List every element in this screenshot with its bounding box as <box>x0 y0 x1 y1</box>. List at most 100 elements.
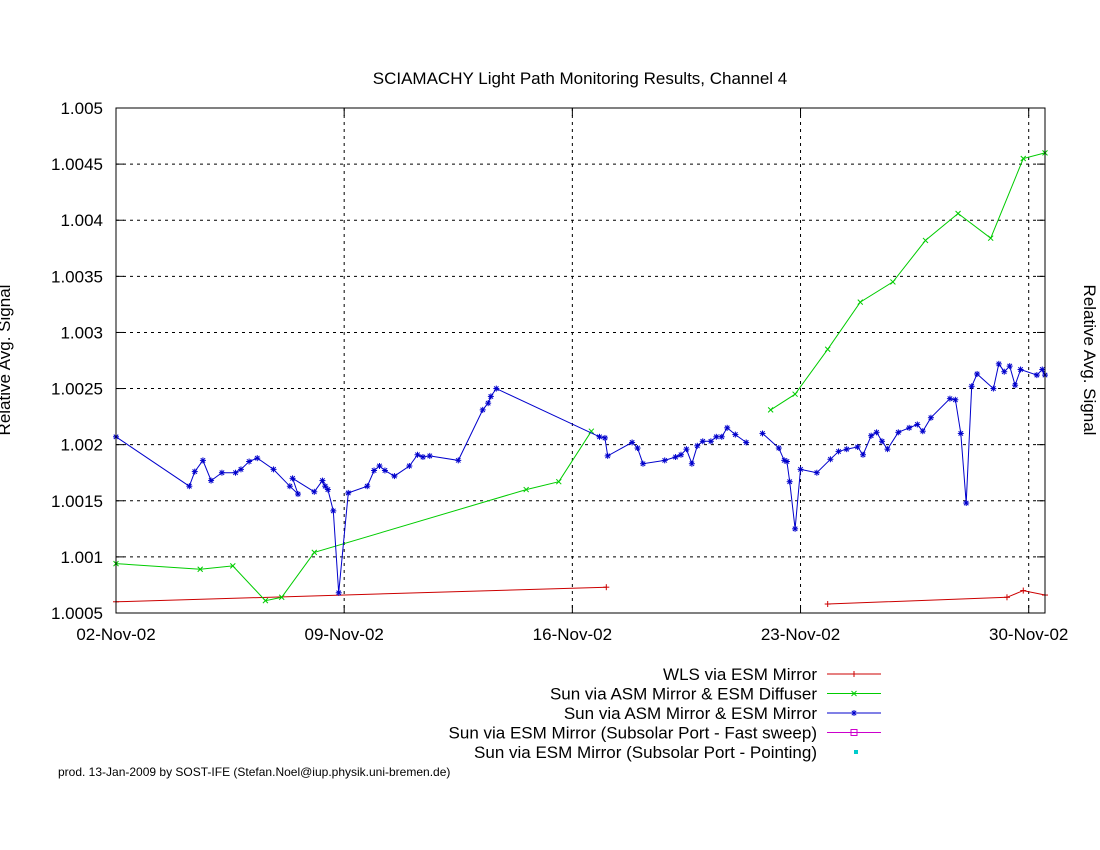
data-point <box>246 458 253 465</box>
legend-label: Sun via ASM Mirror & ESM Diffuser <box>550 685 817 704</box>
data-point <box>634 445 641 452</box>
data-point <box>824 346 831 353</box>
data-point <box>724 424 731 431</box>
data-point <box>683 446 690 453</box>
data-point <box>208 477 215 484</box>
data-point <box>197 566 204 573</box>
data-point <box>604 452 611 459</box>
data-point <box>1020 155 1027 162</box>
series-2 <box>113 150 1048 604</box>
data-point <box>324 486 331 493</box>
data-point <box>713 433 720 440</box>
data-point <box>946 395 953 402</box>
data-point <box>391 473 398 480</box>
y-tick-label: 1.0045 <box>51 155 103 174</box>
data-point <box>1017 366 1024 373</box>
data-point <box>873 429 880 436</box>
legend-marker <box>850 729 858 736</box>
data-point <box>672 454 679 461</box>
y-axis-label: Relative Avg. Signal <box>0 285 14 436</box>
data-point <box>191 468 198 475</box>
data-point <box>1012 382 1019 389</box>
data-point <box>311 488 318 495</box>
data-point <box>381 467 388 474</box>
data-point <box>678 451 685 458</box>
data-point <box>487 393 494 400</box>
data-point <box>860 451 867 458</box>
data-point <box>335 589 342 596</box>
data-point <box>952 396 959 403</box>
y-tick-label: 1.0025 <box>51 380 103 399</box>
data-point <box>237 466 244 473</box>
grid <box>116 108 1045 613</box>
data-point <box>186 483 193 490</box>
data-point <box>270 466 277 473</box>
y-tick-label: 1.003 <box>60 323 103 342</box>
data-point <box>995 360 1002 367</box>
data-point <box>767 407 774 413</box>
data-point <box>262 597 269 604</box>
data-point <box>330 507 337 514</box>
data-point <box>364 483 371 490</box>
data-point <box>419 454 426 461</box>
data-point <box>813 469 820 476</box>
series-line <box>827 590 1046 605</box>
data-point <box>485 400 492 407</box>
data-point <box>1003 594 1010 601</box>
data-point <box>879 438 886 445</box>
x-axis: 02-Nov-02 09-Nov-02 16-Nov-02 23-Nov-02 30-N… <box>76 108 1068 644</box>
data-point <box>294 491 301 498</box>
x-tick-label: 16-Nov-02 <box>533 625 612 644</box>
x-tick-label: 02-Nov-02 <box>76 625 155 644</box>
legend-label: Sun via ESM Mirror (Subsolar Port - Poin… <box>474 743 817 762</box>
legend-label: Sun via ESM Mirror (Subsolar Port - Fast… <box>449 724 817 743</box>
data-point <box>987 235 994 242</box>
y2-axis-label: Relative Avg. Signal <box>1080 285 1099 436</box>
data-point <box>426 452 433 459</box>
data-point <box>603 584 610 591</box>
data-point <box>775 445 782 452</box>
data-point <box>232 469 239 476</box>
data-point <box>601 434 608 441</box>
data-point <box>345 489 352 496</box>
data-point <box>792 525 799 532</box>
data-point <box>661 457 668 464</box>
data-point <box>906 424 913 431</box>
data-point <box>854 443 861 450</box>
y-tick-label: 1.002 <box>60 436 103 455</box>
data-point <box>955 210 961 217</box>
data-point <box>919 428 926 435</box>
data-point <box>688 460 695 467</box>
data-point <box>857 299 864 305</box>
data-point <box>968 383 975 390</box>
data-point <box>1020 587 1027 594</box>
data-point <box>278 594 285 601</box>
data-point <box>199 457 206 464</box>
data-point <box>254 455 261 462</box>
data-point <box>732 431 739 438</box>
series-line <box>115 387 747 593</box>
data-point <box>922 237 929 244</box>
data-point <box>718 433 725 440</box>
data-point <box>707 438 714 445</box>
data-point <box>319 477 326 484</box>
data-point <box>523 486 530 493</box>
data-point <box>743 439 750 446</box>
footer-credit: prod. 13-Jan-2009 by SOST-IFE (Stefan.No… <box>58 765 450 779</box>
data-point <box>406 462 413 469</box>
series-3 <box>113 360 1048 596</box>
data-point <box>694 442 701 449</box>
data-point <box>835 448 842 455</box>
data-point <box>868 432 875 439</box>
y-tick-label: 1.001 <box>60 548 103 567</box>
data-point <box>218 469 225 476</box>
legend-label: WLS via ESM Mirror <box>663 665 817 684</box>
data-point <box>792 391 798 398</box>
data-point <box>895 429 902 436</box>
data-point <box>783 458 790 465</box>
data-point <box>1033 372 1040 379</box>
chart-title: SCIAMACHY Light Path Monitoring Results,… <box>373 69 788 88</box>
data-point <box>596 433 603 440</box>
data-point <box>890 279 896 285</box>
data-point <box>927 414 934 421</box>
